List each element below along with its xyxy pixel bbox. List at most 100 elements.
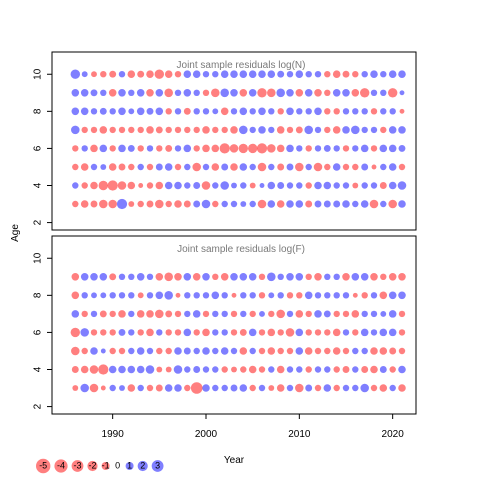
residual-bubble [146, 163, 154, 171]
residual-bubble [127, 144, 135, 152]
residual-bubble [174, 71, 182, 78]
residual-bubble [100, 89, 107, 97]
residual-bubble [351, 89, 360, 97]
residual-bubble [127, 384, 136, 392]
residual-bubble [380, 310, 387, 317]
residual-bubble [221, 310, 228, 318]
residual-bubble [295, 126, 303, 134]
residual-bubble [285, 328, 295, 337]
residual-bubble [388, 181, 397, 190]
residual-bubble [370, 108, 378, 115]
panel-residuals-logF: Joint sample residuals log(F) 2 4 6 8 10 [33, 235, 417, 415]
residual-bubble [333, 384, 340, 392]
residual-bubble [351, 273, 360, 281]
residual-bubble [220, 181, 229, 190]
residual-bubble [380, 200, 387, 208]
residual-bubble [361, 347, 368, 355]
residual-bubble [118, 292, 126, 299]
residual-bubble [295, 200, 304, 208]
residual-bubble [230, 347, 238, 355]
residual-bubble [89, 365, 99, 374]
residual-bubble [72, 385, 79, 391]
residual-bubble [323, 384, 332, 392]
y-axis: 2 4 6 8 10 [33, 252, 52, 409]
residual-bubble [342, 182, 350, 189]
residual-bubble [247, 143, 258, 154]
residual-bubble [155, 309, 164, 319]
residual-bubble [174, 329, 182, 336]
residual-bubble [128, 273, 135, 280]
residual-bubble [249, 292, 256, 299]
residual-bubble [277, 273, 284, 280]
residual-bubble [99, 310, 107, 318]
residual-bubble [380, 89, 387, 97]
residual-bubble [286, 310, 294, 318]
residual-bubble [220, 88, 229, 98]
residual-bubble [128, 347, 135, 355]
residual-bubble [80, 107, 89, 116]
residual-bubble [240, 182, 247, 189]
residual-bubble [155, 291, 164, 300]
residual-bubble [211, 291, 220, 300]
residual-bubble [379, 384, 388, 392]
residual-bubble [314, 71, 322, 78]
residual-bubble [324, 329, 331, 336]
y-tick-label: 2 [33, 219, 44, 225]
residual-bubble [388, 310, 397, 318]
residual-bubble [221, 384, 228, 392]
bubble-group [70, 272, 406, 394]
residual-bubble [305, 310, 312, 318]
residual-bubble [305, 366, 312, 373]
residual-bubble [174, 310, 182, 318]
residual-bubble [333, 366, 340, 373]
residual-bubble [231, 292, 237, 298]
residual-bubble [108, 199, 117, 209]
residual-bubble [212, 347, 219, 355]
residual-bubble [258, 273, 266, 280]
residual-bubble [174, 89, 182, 97]
residual-bubble [184, 163, 191, 171]
residual-bubble [351, 310, 360, 318]
residual-bubble [71, 89, 80, 97]
y-tick-label: 4 [33, 182, 44, 188]
residual-bubble [137, 384, 144, 392]
residual-bubble [211, 144, 220, 153]
residual-bubble [342, 89, 350, 97]
residual-bubble [108, 365, 117, 374]
residual-bubble [361, 126, 368, 134]
residual-bubble [71, 125, 80, 135]
residual-bubble [90, 347, 98, 355]
residual-bubble [380, 71, 387, 78]
residual-bubble [256, 143, 268, 154]
residual-bubble [277, 163, 285, 171]
residual-bubble [164, 291, 173, 300]
panel-frame [51, 235, 417, 415]
residual-bubble [399, 90, 405, 96]
residual-bubble [91, 71, 97, 78]
residual-bubble [211, 163, 220, 171]
residual-bubble [295, 310, 304, 318]
legend-bubble [35, 458, 51, 474]
residual-bubble [342, 310, 350, 318]
residual-bubble [174, 384, 182, 392]
residual-bubble [361, 366, 369, 373]
residual-bubble [156, 347, 163, 355]
residual-bubble [202, 273, 210, 281]
residual-bubble [398, 126, 406, 134]
residual-bubble [201, 199, 211, 209]
residual-bubble [127, 70, 136, 78]
residual-bubble [324, 292, 331, 299]
residual-bubble [156, 329, 163, 336]
residual-bubble [128, 292, 135, 299]
legend-label: -2 [88, 460, 96, 470]
x-tick-label: 2000 [195, 429, 218, 440]
residual-bubble [118, 107, 126, 116]
residual-bubble [314, 181, 322, 190]
residual-bubble [230, 108, 238, 115]
legend-bubble [71, 460, 84, 472]
residual-bubble [398, 273, 406, 281]
residual-bubble [258, 292, 266, 299]
legend-bubble [137, 460, 148, 472]
residual-bubble [360, 328, 369, 337]
residual-bubble [268, 385, 275, 391]
